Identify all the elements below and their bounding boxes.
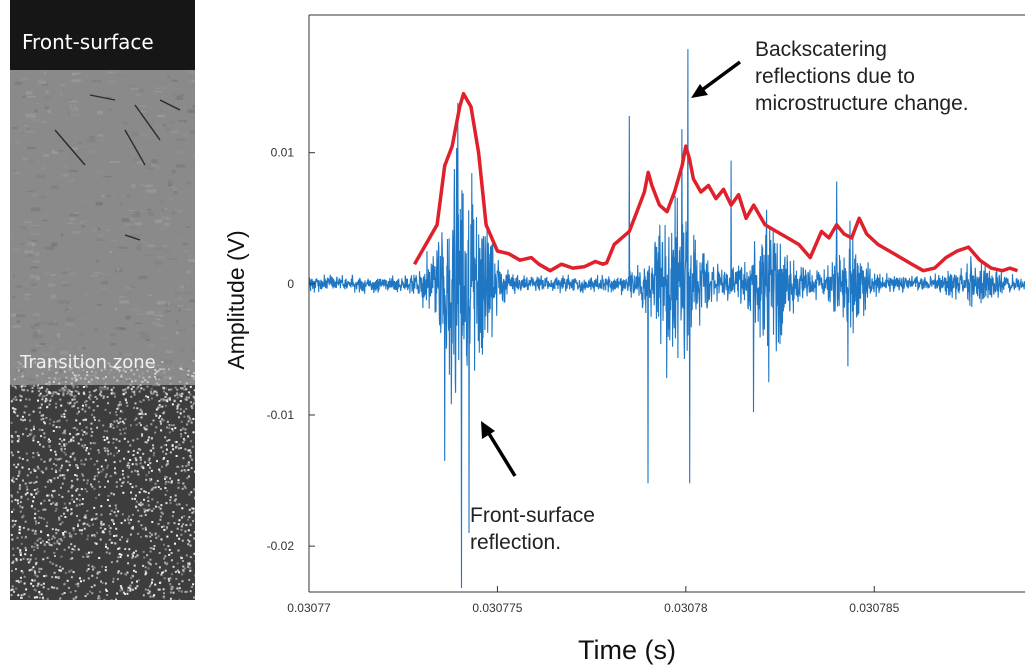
micrograph-upper-grain	[10, 70, 195, 394]
front-surface-annotation: Front-surface reflection.	[470, 502, 595, 556]
y-tick-label: -0.01	[267, 408, 295, 422]
y-axis-label: Amplitude (V)	[223, 230, 249, 369]
transition-zone-label: Transition zone	[20, 352, 156, 373]
micrograph-scratch	[89, 94, 116, 101]
x-tick-label: 0.03077	[287, 601, 331, 615]
backscatter-arrow-head	[691, 84, 708, 98]
x-axis-label: Time (s)	[578, 635, 676, 665]
x-tick-label: 0.030785	[849, 601, 899, 615]
x-tick-label: 0.03078	[664, 601, 708, 615]
micrograph-scratch	[134, 104, 161, 141]
front-annotation-line-2: reflection.	[470, 531, 562, 554]
micrograph-scratch	[124, 234, 141, 241]
backscatter-annotation-line-3: microstructure change.	[755, 92, 969, 115]
backscatter-annotation: Backscatering reflections due to microst…	[755, 36, 969, 117]
micrograph-texture	[10, 0, 195, 600]
front-arrow-head	[481, 421, 495, 439]
backscatter-arrow-shaft	[700, 60, 742, 92]
micrograph-scratch	[159, 99, 181, 111]
micrograph-transition-grain	[11, 360, 195, 402]
y-tick-label: -0.02	[267, 539, 295, 553]
micrograph-lower-grain	[10, 385, 195, 600]
x-tick-label: 0.030775	[472, 601, 522, 615]
micrograph-scratch	[54, 129, 86, 166]
backscatter-annotation-line-2: reflections due to	[755, 65, 915, 88]
microstructure-image: Front-surface Transition zone	[10, 0, 195, 600]
front-arrow-shaft	[486, 431, 517, 477]
front-annotation-line-1: Front-surface	[470, 504, 595, 527]
y-tick-label: 0	[287, 277, 294, 291]
front-surface-label: Front-surface	[22, 30, 154, 54]
envelope-series-line	[412, 91, 1019, 273]
y-tick-label: 0.01	[271, 146, 295, 160]
backscatter-annotation-line-1: Backscatering	[755, 38, 887, 61]
signal-series-line	[308, 49, 1025, 589]
micrograph-scratch	[124, 129, 146, 166]
